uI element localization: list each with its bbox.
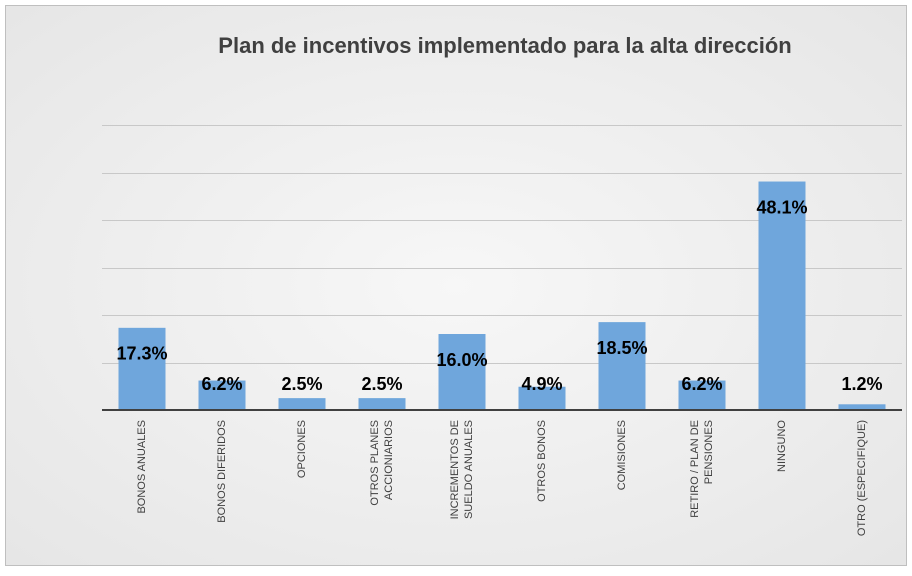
data-label: 16.0%	[436, 350, 487, 370]
x-tick-label: BONOS DIFERIDOS	[216, 420, 228, 523]
x-tick-label: OTROS PLANES ACCIONIARIOS	[369, 420, 395, 506]
x-tick-label: OTROS BONOS	[536, 420, 548, 502]
bar	[678, 380, 726, 410]
data-label: 2.5%	[281, 374, 322, 394]
bar	[598, 322, 646, 410]
bar	[118, 327, 166, 410]
bar	[358, 398, 406, 410]
chart-frame	[5, 5, 907, 566]
bar	[518, 386, 566, 410]
x-tick-label: NINGUNO	[776, 420, 788, 472]
data-label: 2.5%	[361, 374, 402, 394]
data-label: 17.3%	[116, 344, 167, 364]
data-label: 48.1%	[756, 197, 807, 217]
data-label: 6.2%	[681, 374, 722, 394]
data-label: 6.2%	[201, 374, 242, 394]
data-label: 1.2%	[841, 374, 882, 394]
x-tick-label: OPCIONES	[296, 420, 308, 478]
data-label: 4.9%	[521, 374, 562, 394]
bar	[198, 380, 246, 410]
x-tick-label: BONOS ANUALES	[136, 420, 148, 514]
x-tick-label: COMISIONES	[616, 420, 628, 490]
x-tick-label: INCREMENTOS DE SUELDO ANUALES	[449, 420, 475, 519]
bar	[438, 334, 486, 410]
data-label: 18.5%	[596, 338, 647, 358]
bar	[838, 404, 886, 410]
bar	[758, 181, 806, 410]
bar	[278, 398, 326, 410]
chart-title: Plan de incentivos implementado para la …	[218, 33, 791, 58]
x-tick-label: OTRO (ESPECIFIQUE)	[856, 420, 868, 536]
x-tick-label: RETIRO / PLAN DE PENSIONES	[689, 420, 715, 518]
